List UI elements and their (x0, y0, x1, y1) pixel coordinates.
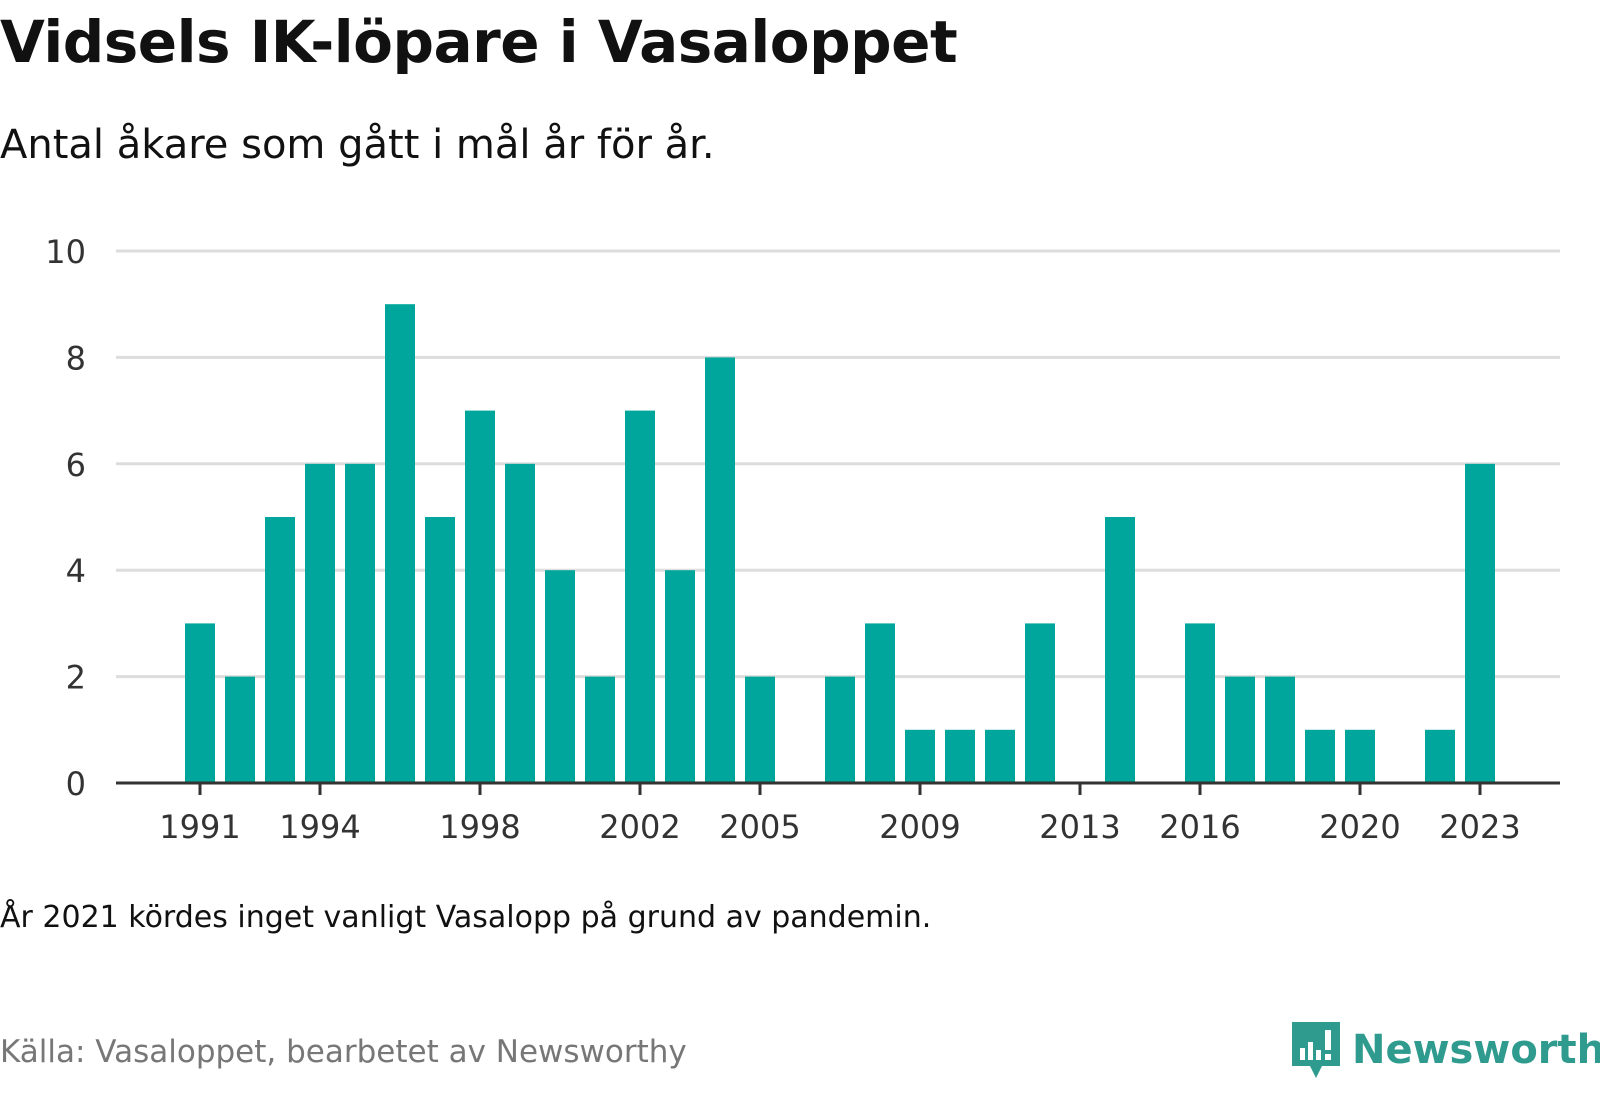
bar-1998 (465, 410, 495, 783)
bar-1993 (265, 517, 295, 783)
bar-2005 (745, 676, 775, 783)
bar-2004 (705, 357, 735, 783)
bar-2000 (545, 570, 575, 783)
bar-2003 (665, 570, 695, 783)
bar-2012 (1025, 623, 1055, 783)
bar-2002 (625, 410, 655, 783)
y-tick-label: 4 (66, 552, 86, 590)
bar-2001 (585, 676, 615, 783)
x-tick-label: 2020 (1319, 808, 1400, 846)
bar-2016 (1185, 623, 1215, 783)
bar-2007 (825, 676, 855, 783)
brand-logo: Newsworthy (1292, 1022, 1600, 1078)
x-tick-label: 2005 (719, 808, 800, 846)
x-tick-label: 2016 (1159, 808, 1240, 846)
bar-2014 (1105, 517, 1135, 783)
bar-2010 (945, 729, 975, 783)
bar-1996 (385, 304, 415, 783)
bar-2022 (1425, 729, 1455, 783)
bar-2017 (1225, 676, 1255, 783)
newsworthy-chart-icon (1292, 1022, 1340, 1078)
bar-1999 (505, 463, 535, 783)
y-tick-label: 6 (66, 446, 86, 484)
x-axis-labels: 1991 1994 1998 2002 2005 2009 2013 2016 2020 2023 (159, 808, 1520, 846)
bar-2009 (905, 729, 935, 783)
y-axis-labels: 0 2 4 6 8 10 (45, 233, 86, 803)
bar-2019 (1305, 729, 1335, 783)
x-axis (116, 781, 1560, 795)
source-credit: Källa: Vasaloppet, bearbetet av Newswort… (0, 1034, 687, 1070)
logo-text: Newsworthy (1352, 1027, 1600, 1073)
x-tick-label: 1994 (279, 808, 360, 846)
chart-subtitle: Antal åkare som gått i mål år för år. (0, 122, 715, 168)
x-tick-label: 1998 (439, 808, 520, 846)
bar-2018 (1265, 676, 1295, 783)
bar-chart: 0 2 4 6 8 10 1991 1994 1998 2002 2005 2009 2013 2016… (45, 233, 1560, 846)
x-tick-label: 2023 (1439, 808, 1520, 846)
y-tick-label: 8 (66, 339, 86, 377)
x-tick-label: 1991 (159, 808, 240, 846)
bar-2011 (985, 729, 1015, 783)
bar-2008 (865, 623, 895, 783)
footnote: År 2021 kördes inget vanligt Vasalopp på… (0, 900, 932, 935)
bar-1995 (345, 463, 375, 783)
bar-1994 (305, 463, 335, 783)
bar-2020 (1345, 729, 1375, 783)
bar-1997 (425, 517, 455, 783)
y-tick-label: 0 (66, 765, 86, 803)
x-tick-label: 2009 (879, 808, 960, 846)
bar-1992 (225, 676, 255, 783)
bar-2023 (1465, 463, 1495, 783)
bars (185, 304, 1495, 783)
chart-title: Vidsels IK-löpare i Vasaloppet (0, 8, 958, 76)
x-tick-label: 2013 (1039, 808, 1120, 846)
x-tick-label: 2002 (599, 808, 680, 846)
y-tick-label: 10 (45, 233, 86, 271)
y-tick-label: 2 (66, 659, 86, 697)
bar-1991 (185, 623, 215, 783)
